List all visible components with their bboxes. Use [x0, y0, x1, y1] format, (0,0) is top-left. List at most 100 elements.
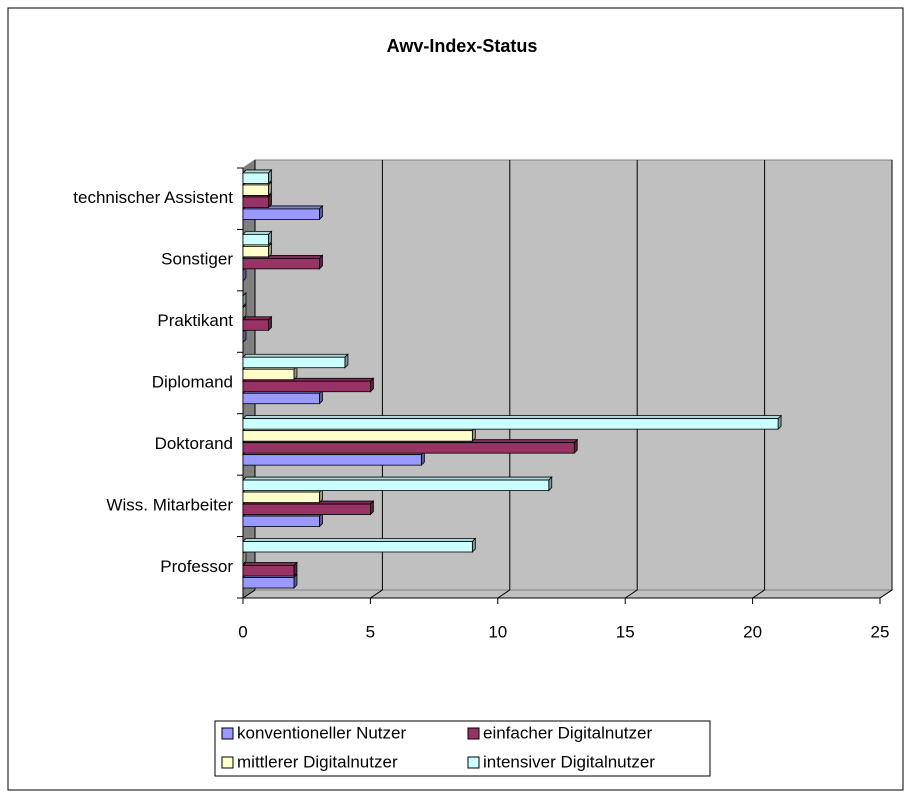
bar-top: [242, 538, 477, 542]
bar-front: [242, 172, 269, 184]
bar-side: [319, 389, 323, 405]
bar-front: [242, 368, 295, 381]
bar-front: [242, 479, 550, 491]
bar-side: [319, 512, 323, 528]
bar-side: [268, 192, 272, 209]
bar-front: [242, 418, 779, 430]
bar-front: [242, 491, 320, 503]
y-tick-label: Sonstiger: [161, 250, 233, 269]
x-tick-label: 10: [488, 622, 507, 641]
bar: [242, 230, 273, 246]
bar-side: [548, 476, 553, 492]
y-tick-label: Professor: [160, 557, 233, 576]
bar-side: [242, 549, 247, 565]
bar-front: [242, 380, 371, 393]
bar: [242, 168, 273, 185]
bar-top: [242, 476, 553, 481]
bar-side: [344, 353, 349, 369]
bar: [242, 549, 247, 565]
bar: [242, 414, 783, 431]
y-tick-label: technischer Assistent: [73, 188, 233, 207]
bar: [242, 476, 553, 492]
legend-swatch: [221, 756, 234, 769]
bar-front: [242, 454, 422, 466]
x-tick-label: 20: [743, 622, 762, 641]
legend-swatch: [467, 727, 480, 740]
bar-front: [242, 319, 269, 331]
x-tick-label: 5: [366, 622, 375, 641]
bar-top: [242, 230, 273, 235]
bar-front: [242, 356, 346, 369]
bar: [242, 180, 273, 197]
bar: [242, 512, 324, 528]
bar: [242, 377, 375, 393]
bar-front: [242, 565, 295, 577]
bar-front: [242, 184, 269, 196]
bar: [242, 254, 324, 270]
bar-side: [242, 291, 247, 308]
x-tick-label: 0: [238, 622, 247, 641]
bar-side: [319, 254, 323, 270]
bar-side: [319, 488, 323, 504]
legend-label: einfacher Digitalnutzer: [483, 723, 652, 742]
bar-front: [242, 503, 371, 515]
legend-label: konventioneller Nutzer: [237, 723, 406, 742]
legend-label: intensiver Digitalnutzer: [483, 752, 655, 771]
bar-side: [369, 377, 374, 393]
bar: [242, 204, 324, 221]
bar-side: [268, 180, 272, 197]
bar-side: [242, 327, 247, 344]
y-tick-label: Wiss. Mitarbeiter: [106, 495, 233, 514]
bar-front: [242, 245, 269, 258]
bar: [242, 315, 273, 332]
chart-title: Awv-Index-Status: [387, 36, 538, 56]
bar-front: [242, 196, 269, 208]
back-wall: [254, 159, 893, 591]
bar: [242, 327, 247, 344]
bar: [242, 438, 579, 455]
bar: [242, 291, 247, 308]
bar-side: [293, 573, 298, 589]
floor-grid-line: [752, 589, 765, 599]
bar-side: [242, 266, 247, 282]
bar-front: [242, 430, 473, 442]
bar-side: [293, 561, 298, 577]
bar: [242, 389, 324, 405]
y-tick-label: Praktikant: [157, 311, 233, 330]
bar-side: [777, 414, 782, 431]
bar-side: [319, 204, 323, 221]
bar-side: [369, 500, 374, 516]
bar-front: [242, 442, 575, 454]
bar: [242, 242, 273, 258]
bar-top: [242, 415, 783, 420]
bar-front: [242, 541, 473, 553]
legend-box: [214, 720, 711, 777]
bar: [242, 303, 247, 320]
bar: [242, 573, 298, 589]
bar-side: [573, 438, 578, 455]
floor-grid-line: [879, 589, 893, 599]
bar-side: [268, 168, 272, 185]
bar-front: [242, 233, 269, 246]
bar: [242, 266, 247, 282]
floor-grid-line: [497, 589, 511, 599]
bar: [242, 450, 426, 467]
bar-front: [242, 392, 320, 405]
bar: [242, 488, 324, 504]
x-tick-label: 15: [616, 622, 635, 641]
bar-front: [242, 577, 295, 589]
bar-side: [471, 537, 476, 553]
bar: [242, 500, 375, 516]
bar: [242, 426, 477, 443]
bar-top: [242, 562, 298, 566]
legend-swatch: [467, 756, 480, 769]
bar-front: [242, 208, 320, 220]
floor-grid-line: [370, 589, 383, 599]
bar: [242, 353, 349, 369]
bar-front: [242, 257, 320, 270]
bar-side: [268, 242, 272, 258]
bar-side: [268, 315, 272, 332]
bar-side: [293, 365, 298, 381]
